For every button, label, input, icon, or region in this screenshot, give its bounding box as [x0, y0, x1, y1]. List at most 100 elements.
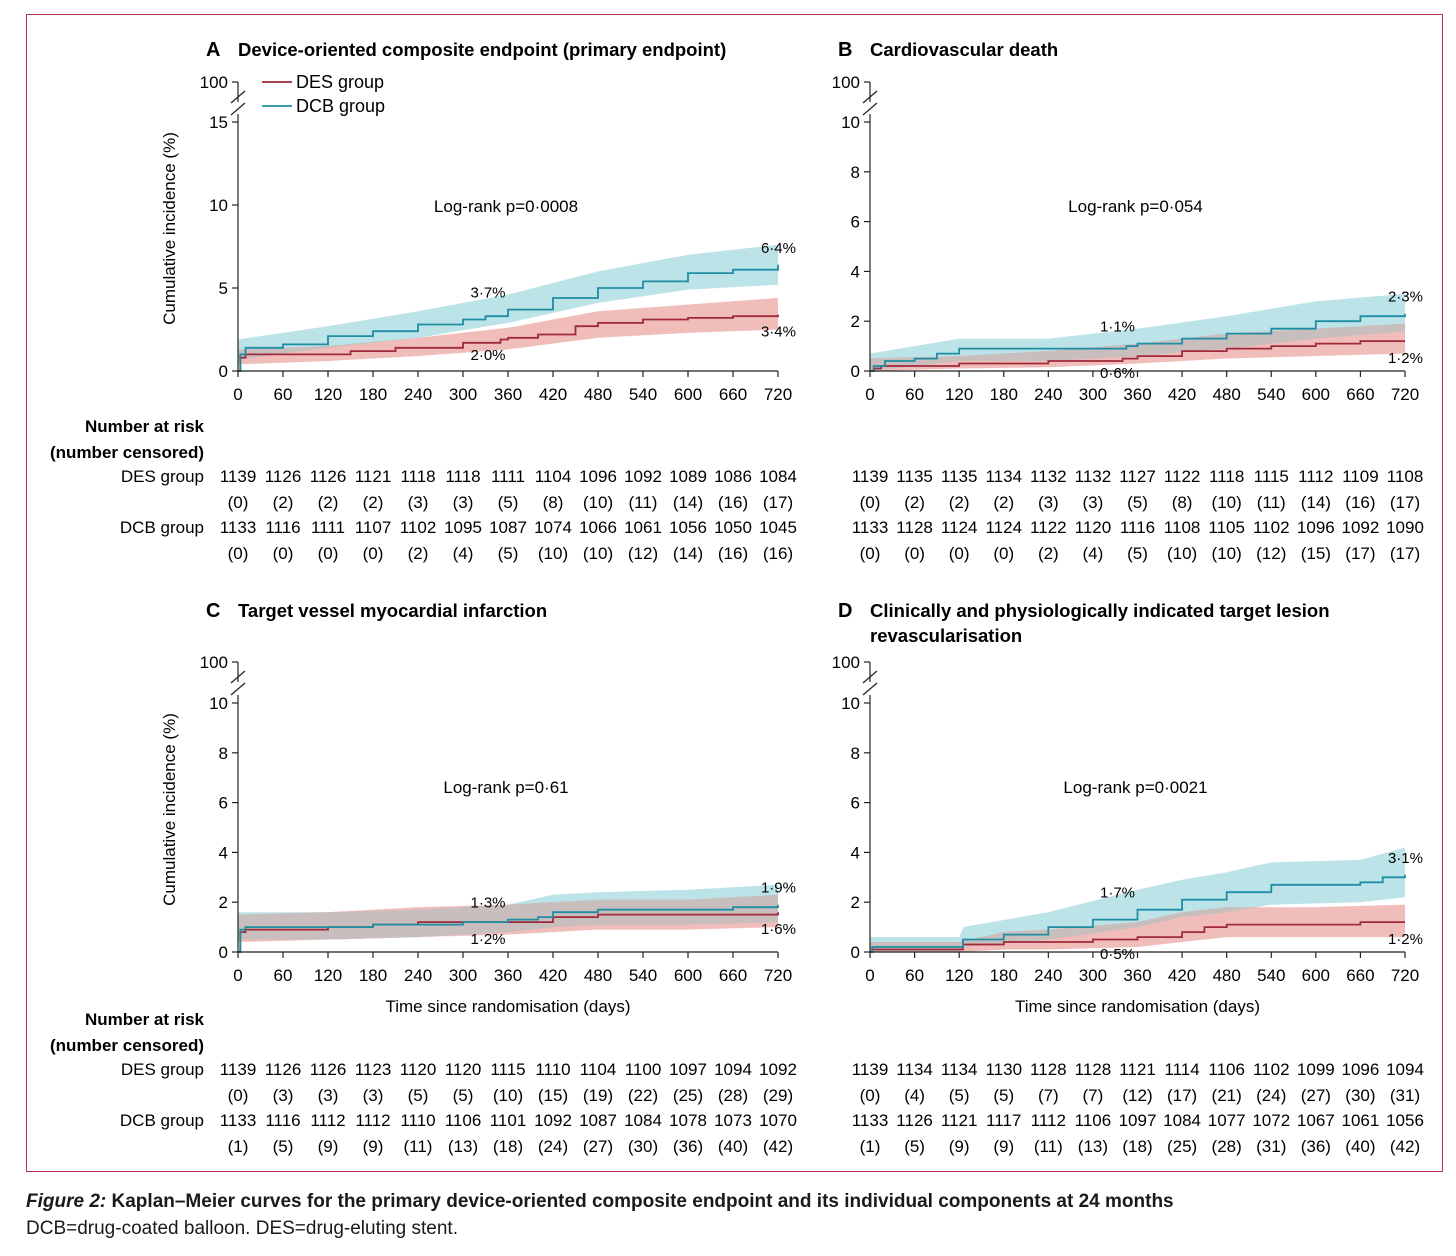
y-tick-label: 5	[219, 279, 228, 298]
risk-number: 1094	[1386, 1060, 1424, 1079]
axis-break-mark	[230, 90, 246, 116]
risk-number: 1126	[310, 467, 347, 486]
risk-number: 1096	[1297, 518, 1335, 537]
x-tick-label: 0	[233, 966, 242, 985]
x-tick-label: 720	[1391, 966, 1419, 985]
risk-censored: (15)	[538, 1086, 568, 1105]
risk-censored: (13)	[448, 1137, 478, 1156]
risk-censored: (0)	[949, 544, 970, 563]
risk-censored: (17)	[1167, 1086, 1197, 1105]
x-tick-label: 540	[629, 385, 657, 404]
x-tick-label: 360	[1123, 966, 1151, 985]
risk-censored: (10)	[1212, 544, 1242, 563]
des-360-label: 0·5%	[1100, 946, 1135, 963]
des-720-label: 1·6%	[761, 921, 796, 938]
risk-censored: (4)	[1083, 544, 1104, 563]
y-tick-label: 0	[851, 362, 860, 381]
risk-number: 1115	[490, 1060, 525, 1079]
des-confidence-band	[238, 298, 778, 365]
risk-number: 1087	[489, 518, 527, 537]
x-tick-label: 180	[990, 966, 1018, 985]
x-tick-label: 120	[945, 385, 973, 404]
risk-number: 1045	[759, 518, 797, 537]
risk-number: 1115	[1254, 467, 1289, 486]
risk-number: 1106	[1075, 1111, 1112, 1130]
risk-number: 1118	[445, 467, 480, 486]
risk-row-label-des: DES group	[121, 1060, 204, 1079]
risk-censored: (5)	[498, 544, 519, 563]
risk-number: 1116	[265, 518, 300, 537]
risk-number: 1061	[624, 518, 662, 537]
risk-censored: (0)	[228, 544, 249, 563]
x-tick-label: 720	[764, 385, 792, 404]
overlap-confidence-band	[870, 323, 1405, 371]
risk-censored: (9)	[993, 1137, 1014, 1156]
risk-number: 1135	[941, 467, 978, 486]
y-tick-label: 100	[200, 653, 228, 672]
risk-number: 1118	[400, 467, 435, 486]
risk-censored: (3)	[1083, 493, 1104, 512]
axis-break-mark	[862, 90, 878, 116]
risk-number: 1099	[1297, 1060, 1335, 1079]
dcb-curve	[238, 904, 779, 953]
y-tick-label: 10	[209, 694, 228, 713]
panel-title: Clinically and physiologically indicated…	[870, 600, 1330, 621]
des-360-label: 2·0%	[470, 347, 505, 364]
risk-number: 1084	[759, 467, 797, 486]
risk-number: 1092	[624, 467, 662, 486]
risk-censored: (27)	[583, 1137, 613, 1156]
risk-censored: (12)	[628, 544, 658, 563]
panel-letter: D	[838, 600, 852, 622]
x-tick-label: 0	[865, 966, 874, 985]
risk-number: 1133	[220, 1111, 257, 1130]
risk-number: 1139	[852, 1060, 889, 1079]
x-tick-label: 720	[764, 966, 792, 985]
risk-censored: (0)	[860, 1086, 881, 1105]
x-tick-label: 360	[494, 966, 522, 985]
panel-title: Target vessel myocardial infarction	[238, 600, 547, 621]
risk-censored: (29)	[763, 1086, 793, 1105]
x-tick-label: 480	[584, 385, 612, 404]
risk-censored: (8)	[1172, 493, 1193, 512]
y-tick-label: 4	[851, 843, 860, 862]
risk-number: 1117	[986, 1111, 1021, 1130]
log-rank-pvalue: Log-rank p=0·054	[1068, 197, 1203, 216]
risk-censored: (0)	[363, 544, 384, 563]
dcb-720-label: 6·4%	[761, 240, 796, 257]
risk-censored: (24)	[1256, 1086, 1286, 1105]
risk-number: 1108	[1387, 467, 1424, 486]
risk-number: 1090	[1386, 518, 1424, 537]
risk-number: 1132	[1030, 467, 1067, 486]
axis-break-mark	[862, 670, 878, 696]
risk-number: 1120	[445, 1060, 482, 1079]
panel-letter: C	[206, 600, 220, 622]
risk-number: 1121	[941, 1111, 978, 1130]
panel-letter: A	[206, 39, 220, 61]
x-tick-label: 660	[719, 966, 747, 985]
x-tick-label: 600	[1302, 966, 1330, 985]
risk-censored: (1)	[228, 1137, 249, 1156]
risk-censored: (14)	[1301, 493, 1331, 512]
dcb-720-label: 2·3%	[1388, 289, 1423, 306]
risk-censored: (3)	[408, 493, 429, 512]
risk-censored: (3)	[453, 493, 474, 512]
y-tick-label: 2	[851, 312, 860, 331]
risk-number: 1101	[490, 1111, 527, 1130]
risk-censored: (9)	[363, 1137, 384, 1156]
legend-des-label: DES group	[296, 72, 384, 92]
x-tick-label: 240	[404, 966, 432, 985]
des-curve	[238, 314, 779, 372]
risk-number: 1070	[759, 1111, 797, 1130]
risk-censored: (12)	[1122, 1086, 1152, 1105]
x-tick-label: 300	[449, 966, 477, 985]
risk-censored: (4)	[453, 544, 474, 563]
risk-censored: (0)	[318, 544, 339, 563]
risk-number: 1066	[579, 518, 617, 537]
panel-d: D Clinically and physiologically indicate…	[832, 600, 1424, 1156]
y-axis-label: Cumulative incidence (%)	[160, 713, 179, 906]
figure-caption: Figure 2: Kaplan–Meier curves for the pr…	[26, 1188, 1436, 1242]
risk-censored: (31)	[1390, 1086, 1420, 1105]
risk-number: 1072	[1252, 1111, 1290, 1130]
risk-censored: (11)	[1257, 493, 1286, 512]
